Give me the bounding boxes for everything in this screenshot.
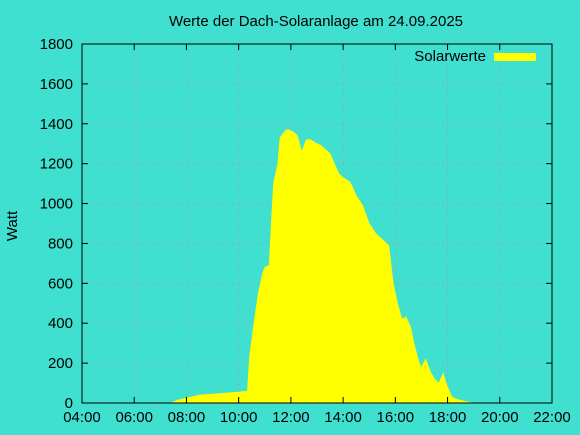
- y-tick-label: 0: [65, 395, 73, 412]
- y-axis-label: Watt: [4, 210, 21, 241]
- x-tick-label: 16:00: [377, 409, 415, 426]
- chart-title: Werte der Dach-Solaranlage am 24.09.2025: [169, 13, 463, 30]
- legend-label-solarwerte: Solarwerte: [414, 48, 486, 65]
- x-axis-ticks: 04:00 06:00 08:00 10:00 12:00 14:00 16:00 18:00…: [63, 44, 571, 426]
- y-tick-label: 1200: [40, 156, 73, 173]
- y-tick-label: 200: [48, 355, 73, 372]
- y-tick-label: 800: [48, 235, 73, 252]
- x-tick-label: 08:00: [168, 409, 206, 426]
- x-tick-label: 06:00: [115, 409, 153, 426]
- y-axis-ticks: 0 200 400 600 800 1000 1200 1400 1600 1800: [40, 36, 552, 412]
- y-tick-label: 1600: [40, 76, 73, 93]
- x-tick-label: 14:00: [324, 409, 362, 426]
- y-tick-label: 400: [48, 315, 73, 332]
- x-tick-label: 10:00: [220, 409, 258, 426]
- series-area: [171, 129, 474, 404]
- plot-frame: [81, 43, 553, 404]
- y-tick-label: 1000: [40, 196, 73, 213]
- series-area-solarwerte: [171, 129, 474, 404]
- x-tick-label: 20:00: [481, 409, 519, 426]
- x-tick-label: 22:00: [533, 409, 571, 426]
- x-tick-label: 18:00: [429, 409, 467, 426]
- legend-swatch-solarwerte: [494, 53, 536, 61]
- x-tick-label: 04:00: [63, 409, 101, 426]
- y-tick-label: 1400: [40, 116, 73, 133]
- plot-border: [81, 43, 553, 404]
- legend: Solarwerte: [414, 48, 536, 65]
- y-tick-label: 600: [48, 275, 73, 292]
- x-tick-label: 12:00: [272, 409, 310, 426]
- y-tick-label: 1800: [40, 36, 73, 53]
